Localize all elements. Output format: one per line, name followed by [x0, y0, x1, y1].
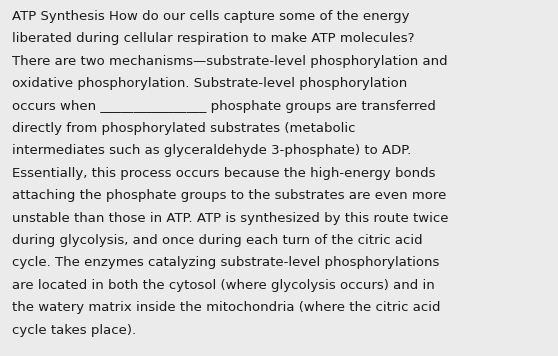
Text: occurs when ________________ phosphate groups are transferred: occurs when ________________ phosphate g… [12, 100, 436, 112]
Text: oxidative phosphorylation. Substrate-level phosphorylation: oxidative phosphorylation. Substrate-lev… [12, 77, 407, 90]
Text: ATP Synthesis How do our cells capture some of the energy: ATP Synthesis How do our cells capture s… [12, 10, 410, 23]
Text: unstable than those in ATP. ATP is synthesized by this route twice: unstable than those in ATP. ATP is synth… [12, 211, 449, 225]
Text: intermediates such as glyceraldehyde 3-phosphate) to ADP.: intermediates such as glyceraldehyde 3-p… [12, 145, 411, 157]
Text: attaching the phosphate groups to the substrates are even more: attaching the phosphate groups to the su… [12, 189, 446, 202]
Text: during glycolysis, and once during each turn of the citric acid: during glycolysis, and once during each … [12, 234, 422, 247]
Text: There are two mechanisms—substrate-level phosphorylation and: There are two mechanisms—substrate-level… [12, 55, 448, 68]
Text: Essentially, this process occurs because the high-energy bonds: Essentially, this process occurs because… [12, 167, 435, 180]
Text: cycle takes place).: cycle takes place). [12, 324, 136, 337]
Text: directly from phosphorylated substrates (metabolic: directly from phosphorylated substrates … [12, 122, 355, 135]
Text: the watery matrix inside the mitochondria (where the citric acid: the watery matrix inside the mitochondri… [12, 301, 440, 314]
Text: cycle. The enzymes catalyzing substrate-level phosphorylations: cycle. The enzymes catalyzing substrate-… [12, 256, 439, 269]
Text: are located in both the cytosol (where glycolysis occurs) and in: are located in both the cytosol (where g… [12, 279, 435, 292]
Text: liberated during cellular respiration to make ATP molecules?: liberated during cellular respiration to… [12, 32, 415, 46]
